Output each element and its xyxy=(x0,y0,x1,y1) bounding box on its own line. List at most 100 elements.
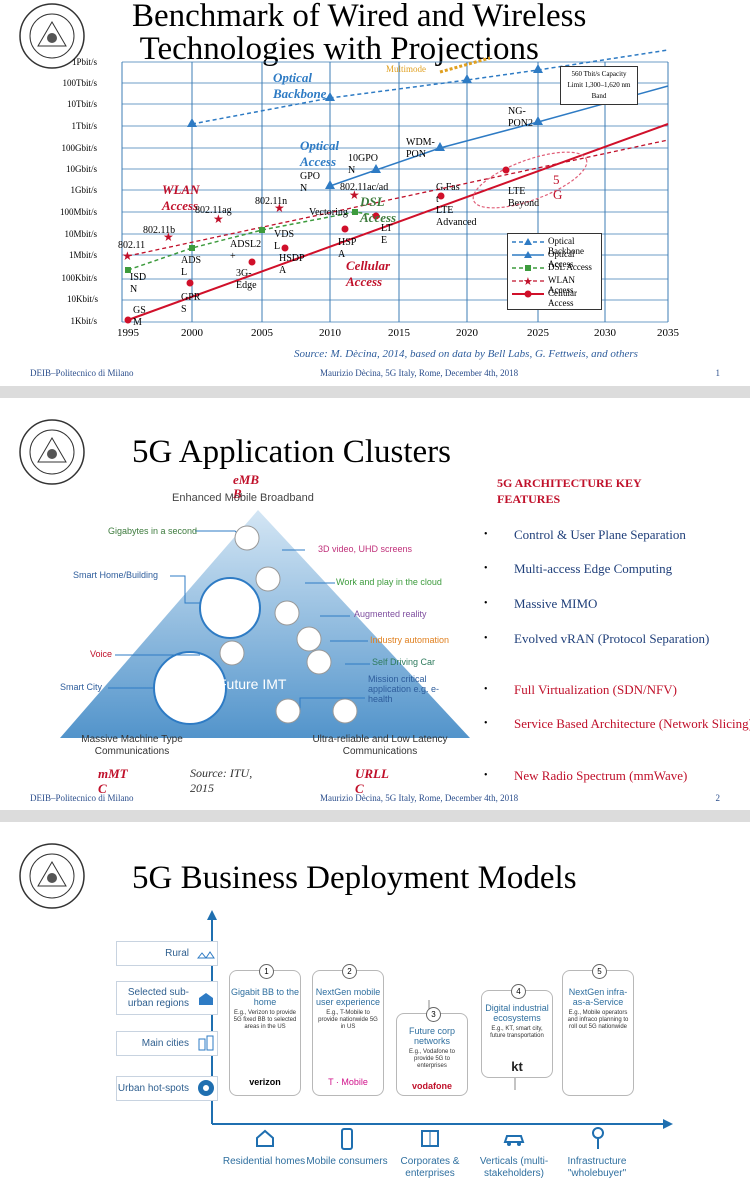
tower-icon xyxy=(592,1127,604,1149)
bullet: • xyxy=(484,770,488,781)
label-lte-advanced: LTE Advanced xyxy=(436,205,477,228)
bottom-category: Infrastructure "wholebuyer" xyxy=(567,1156,627,1179)
svg-text:★: ★ xyxy=(122,249,133,263)
bottom-category: Residential homes xyxy=(222,1156,306,1167)
model-number: 4 xyxy=(511,984,526,999)
bottom-category: Corporates & enterprises xyxy=(400,1156,460,1179)
row-label: Urban hot-spots xyxy=(116,1076,218,1101)
urllc-label: URLL C xyxy=(355,766,389,796)
politecnico-seal-logo xyxy=(19,843,85,909)
x-tick: 2015 xyxy=(388,327,410,339)
label-80211ag: 802.11ag xyxy=(195,205,232,216)
svg-text:★: ★ xyxy=(163,230,174,244)
footer-left: DEIB–Politecnico di Milano xyxy=(30,368,134,378)
imt-triangle-diagram xyxy=(60,510,470,738)
y-tick: 1Gbit/s xyxy=(70,185,97,195)
model-heading: Future corp networks xyxy=(408,1026,456,1046)
left-label: Gigabytes in a second xyxy=(108,526,198,536)
model-heading: Digital industrial ecosystems xyxy=(485,1003,549,1023)
legend-label: Cellular Access xyxy=(548,288,577,308)
left-label: Voice xyxy=(90,649,113,659)
label-vdsl: VDS L xyxy=(274,229,295,252)
label-cellular-access: Cellular Access xyxy=(346,258,391,289)
source-note: Source: M. Dècina, 2014, based on data b… xyxy=(294,348,638,360)
footer-center: Maurizio Dècina, 5G Italy, Rome, Decembe… xyxy=(320,793,519,803)
capacity-limit-box: 560 Tbit/s Capacity Limit 1,300–1,620 nm… xyxy=(560,66,638,105)
model-number: 2 xyxy=(342,964,357,979)
y-tick: 1Pbit/s xyxy=(71,57,97,67)
label-gpon: GPO N xyxy=(300,171,321,194)
x-tick: 2020 xyxy=(456,327,478,339)
label-gprs: GPR S xyxy=(181,292,201,315)
slide-title: 5G Business Deployment Models xyxy=(132,860,577,896)
y-tick: 10Gbit/s xyxy=(65,164,97,174)
embb-label: eMB B xyxy=(233,472,259,501)
tmobile-logo: T · Mobile xyxy=(328,1077,368,1087)
label-80211b: 802.11b xyxy=(143,225,176,236)
y-tick: 100Kbit/s xyxy=(61,273,97,283)
label-wdm-pon: WDM-PON xyxy=(406,137,435,160)
x-tick: 1995 xyxy=(117,327,139,339)
x-tick: 2035 xyxy=(657,327,679,339)
bottom-category: Mobile consumers xyxy=(306,1156,388,1167)
y-tick: 10Kbit/s xyxy=(67,294,99,304)
label-multimode: Multimode xyxy=(386,64,426,74)
svg-text:★: ★ xyxy=(213,212,224,226)
y-tick: 1Kbit/s xyxy=(70,316,97,326)
bullet: • xyxy=(484,529,488,540)
x-tick: 2010 xyxy=(319,327,341,339)
bullet: • xyxy=(484,718,488,729)
series-optical-backbone xyxy=(191,49,669,125)
deployment-model-card: 4 Digital industrial ecosystems E.g., KT… xyxy=(481,984,553,1078)
legend-label: DSL Access xyxy=(548,262,592,272)
slide-separator xyxy=(0,810,750,822)
right-label: Mission critical application e.g. e-heal… xyxy=(368,674,440,704)
label-80211ac: 802.11ac/ad xyxy=(340,182,389,193)
footer-center: Maurizio Dècina, 5G Italy, Rome, Decembe… xyxy=(320,368,519,378)
center-label: Future IMT xyxy=(218,676,287,692)
series-cellular-access xyxy=(127,123,669,321)
label-wlan-access: WLAN Access xyxy=(162,182,200,213)
svg-text:★: ★ xyxy=(523,276,533,288)
page-number: 2 xyxy=(715,793,721,803)
bullet: • xyxy=(484,684,488,695)
right-label: 3D video, UHD screens xyxy=(318,544,413,554)
label-3g-edge: 3G- Edge xyxy=(236,268,257,291)
model-description: E.g., Vodafone to provide 5G to enterpri… xyxy=(408,1049,456,1069)
label-80211: 802.11 xyxy=(118,240,146,251)
right-label: Industry automation xyxy=(370,635,450,645)
mmtc-label: mMT C xyxy=(98,766,128,796)
chart-legend: ★ Optical Backbone Optical Access DSL Ac… xyxy=(507,233,602,310)
y-tick: 1Tbit/s xyxy=(71,121,97,131)
model-number: 5 xyxy=(592,964,607,979)
right-label: Augmented reality xyxy=(354,609,427,619)
slide-title: 5G Application Clusters xyxy=(132,434,451,470)
series-wlan-access xyxy=(127,139,669,257)
slide-1: Benchmark of Wired and Wireless Technolo… xyxy=(0,0,750,384)
left-label: Smart City xyxy=(60,682,103,692)
deployment-model-card: 5 NextGen infra-as-a-Service E.g., Mobil… xyxy=(562,964,634,1096)
footer-left: DEIB–Politecnico di Milano xyxy=(30,793,134,803)
rural-icon xyxy=(196,951,215,959)
y-tick: 100Gbit/s xyxy=(61,143,97,153)
label-vectoring: Vectoring xyxy=(309,207,348,218)
page-number: 1 xyxy=(715,368,721,378)
source-note: Source: ITU, 2015 xyxy=(190,766,253,795)
right-label: Work and play in the cloud xyxy=(336,577,442,587)
label-gfast: G.Fas t xyxy=(436,182,460,205)
slide-2: 5G Application Clusters xyxy=(0,398,750,808)
politecnico-seal-logo xyxy=(19,419,85,485)
model-heading: NextGen infra-as-a-Service xyxy=(568,987,628,1007)
label-lte: LT E xyxy=(381,223,393,246)
city-icon xyxy=(198,1035,214,1051)
label-hspa: HSP A xyxy=(338,237,356,260)
svg-text:★: ★ xyxy=(274,201,285,215)
label-optical-backbone: Optical Backbone xyxy=(273,70,327,101)
model-number: 1 xyxy=(259,964,274,979)
bullet: • xyxy=(484,598,488,609)
home-icon xyxy=(256,1129,274,1147)
slide-title: Benchmark of Wired and Wireless Technolo… xyxy=(132,0,587,67)
label-gsm: GS M xyxy=(133,305,146,328)
slide-separator xyxy=(0,386,750,398)
y-tick: 100Mbit/s xyxy=(59,207,97,217)
